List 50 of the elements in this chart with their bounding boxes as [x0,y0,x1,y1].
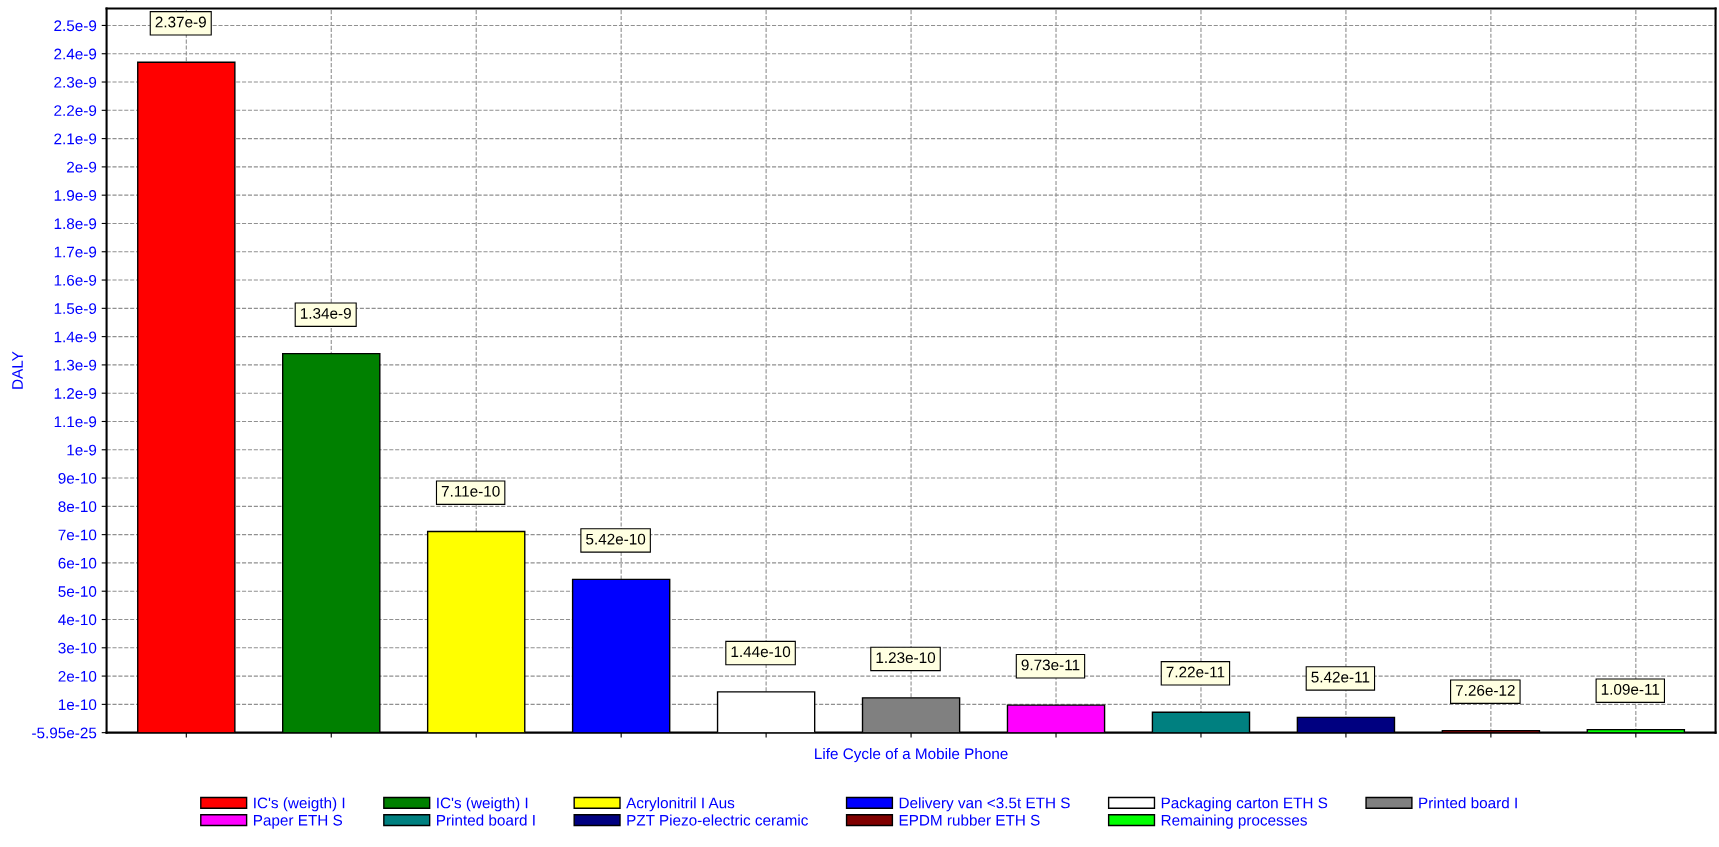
y-tick-label: 1.1e-9 [54,416,97,428]
legend-label: Printed board I [437,814,535,826]
y-tick-label: 4e-10 [58,614,97,626]
y-tick-label: 2e-9 [67,161,97,173]
y-tick-label: 2.4e-9 [54,48,97,60]
y-tick-label: 1.7e-9 [54,246,97,258]
legend-label: IC's (weigth) I [254,797,345,812]
legend-label: IC's (weigth) I [437,797,528,812]
data-label: 1.44e-10 [731,646,791,658]
data-label: 7.26e-12 [1455,684,1515,696]
data-label: 2.37e-9 [155,16,206,28]
legend-label: Packaging carton ETH S [1161,797,1328,812]
y-axis-title: DALY [12,351,23,389]
y-tick-label: 5e-10 [58,586,97,597]
y-tick-label: 8e-10 [58,501,97,513]
y-tick-label: 2.1e-9 [54,133,97,145]
y-tick-label: -5.95e-25 [32,727,97,739]
y-tick-label: 9e-10 [58,472,97,484]
legend-label: Printed board I [1419,797,1517,809]
data-label: 1.09e-11 [1601,683,1660,695]
data-label: 9.73e-11 [1021,659,1080,671]
y-tick-label: 1.4e-9 [54,331,97,343]
y-tick-label: 7e-10 [58,529,97,541]
y-tick-label: 1e-10 [58,699,97,711]
data-label: 1.23e-10 [876,652,936,664]
y-tick-label: 1.2e-9 [54,388,97,399]
data-label: 5.42e-11 [1311,671,1370,683]
legend-label: Remaining processes [1161,814,1307,829]
y-tick-label: 1.9e-9 [54,190,97,201]
y-tick-label: 1.8e-9 [54,218,97,230]
x-axis-title: Life Cycle of a Mobile Phone [815,747,1008,763]
y-tick-label: 2.5e-9 [54,20,97,32]
y-tick-label: 1e-9 [67,444,97,456]
y-tick-label: 1.3e-9 [54,359,97,371]
legend-label: Paper ETH S [253,814,343,829]
y-tick-label: 2.3e-9 [54,76,97,88]
data-label: 7.11e-10 [441,485,500,497]
y-tick-label: 1.5e-9 [54,303,97,315]
legend-label: EPDM rubber ETH S [899,814,1040,826]
legend-label: Acrylonitril I Aus [626,797,735,812]
data-label: 5.42e-10 [586,533,646,545]
y-tick-label: 2.2e-9 [54,105,97,116]
y-tick-label: 6e-10 [58,557,97,569]
data-label: 7.22e-11 [1166,666,1225,678]
legend-label: PZT Piezo-electric ceramic [627,814,808,826]
data-label: 1.34e-9 [300,307,351,319]
y-tick-label: 1.6e-9 [54,274,97,286]
legend-label: Delivery van <3.5t ETH S [899,797,1070,812]
y-tick-label: 2e-10 [58,670,97,682]
y-tick-label: 3e-10 [58,642,97,654]
